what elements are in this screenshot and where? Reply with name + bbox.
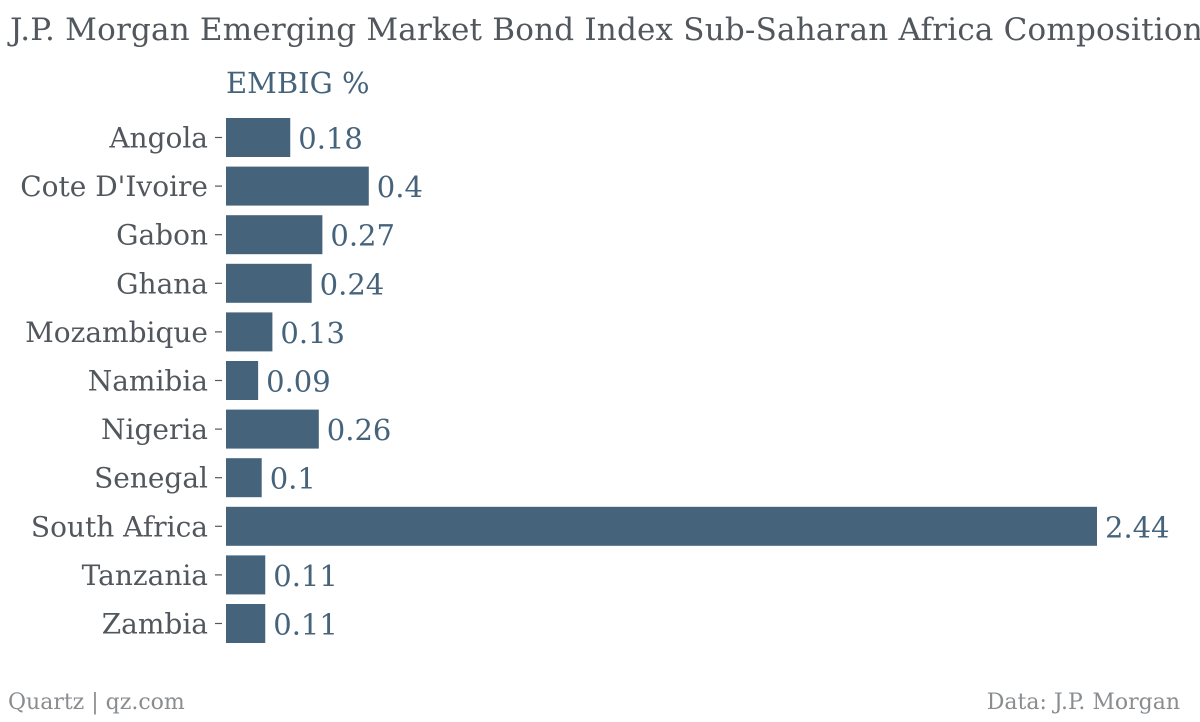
value-label: 0.18 xyxy=(298,122,363,156)
bar xyxy=(226,604,266,643)
value-label: 2.44 xyxy=(1105,510,1170,544)
chart-title: J.P. Morgan Emerging Market Bond Index S… xyxy=(10,12,1200,48)
value-label: 0.26 xyxy=(327,413,392,447)
value-label: 0.4 xyxy=(377,170,423,204)
category-label: Senegal xyxy=(94,462,208,495)
footer-source-credit: Quartz | qz.com xyxy=(8,690,185,715)
category-label: Gabon xyxy=(116,219,208,252)
value-label: 0.24 xyxy=(320,267,385,301)
bar xyxy=(226,555,266,595)
category-label: Ghana xyxy=(116,267,208,300)
bar xyxy=(226,361,259,400)
value-label: 0.09 xyxy=(266,365,331,399)
category-label: Angola xyxy=(108,122,208,155)
category-label: Nigeria xyxy=(101,413,208,446)
bar xyxy=(226,409,319,449)
value-label: 0.1 xyxy=(270,462,316,496)
bar xyxy=(226,118,291,157)
bar xyxy=(226,506,1097,546)
category-label: Mozambique xyxy=(25,316,208,349)
category-label: Zambia xyxy=(102,608,208,641)
bar xyxy=(226,263,312,303)
value-label: 0.13 xyxy=(280,316,345,350)
bar xyxy=(226,166,369,206)
category-label: Namibia xyxy=(88,365,208,398)
category-label: South Africa xyxy=(31,510,208,543)
footer-data-credit: Data: J.P. Morgan xyxy=(986,690,1180,715)
value-label: 0.27 xyxy=(330,219,395,253)
bar xyxy=(226,215,323,255)
category-label: Tanzania xyxy=(82,559,208,592)
category-label: Cote D'Ivoire xyxy=(20,170,208,203)
bar xyxy=(226,312,273,352)
value-label: 0.11 xyxy=(273,608,338,642)
value-label: 0.11 xyxy=(273,559,338,593)
bar xyxy=(226,458,262,498)
series-label: EMBIG % xyxy=(226,66,370,100)
